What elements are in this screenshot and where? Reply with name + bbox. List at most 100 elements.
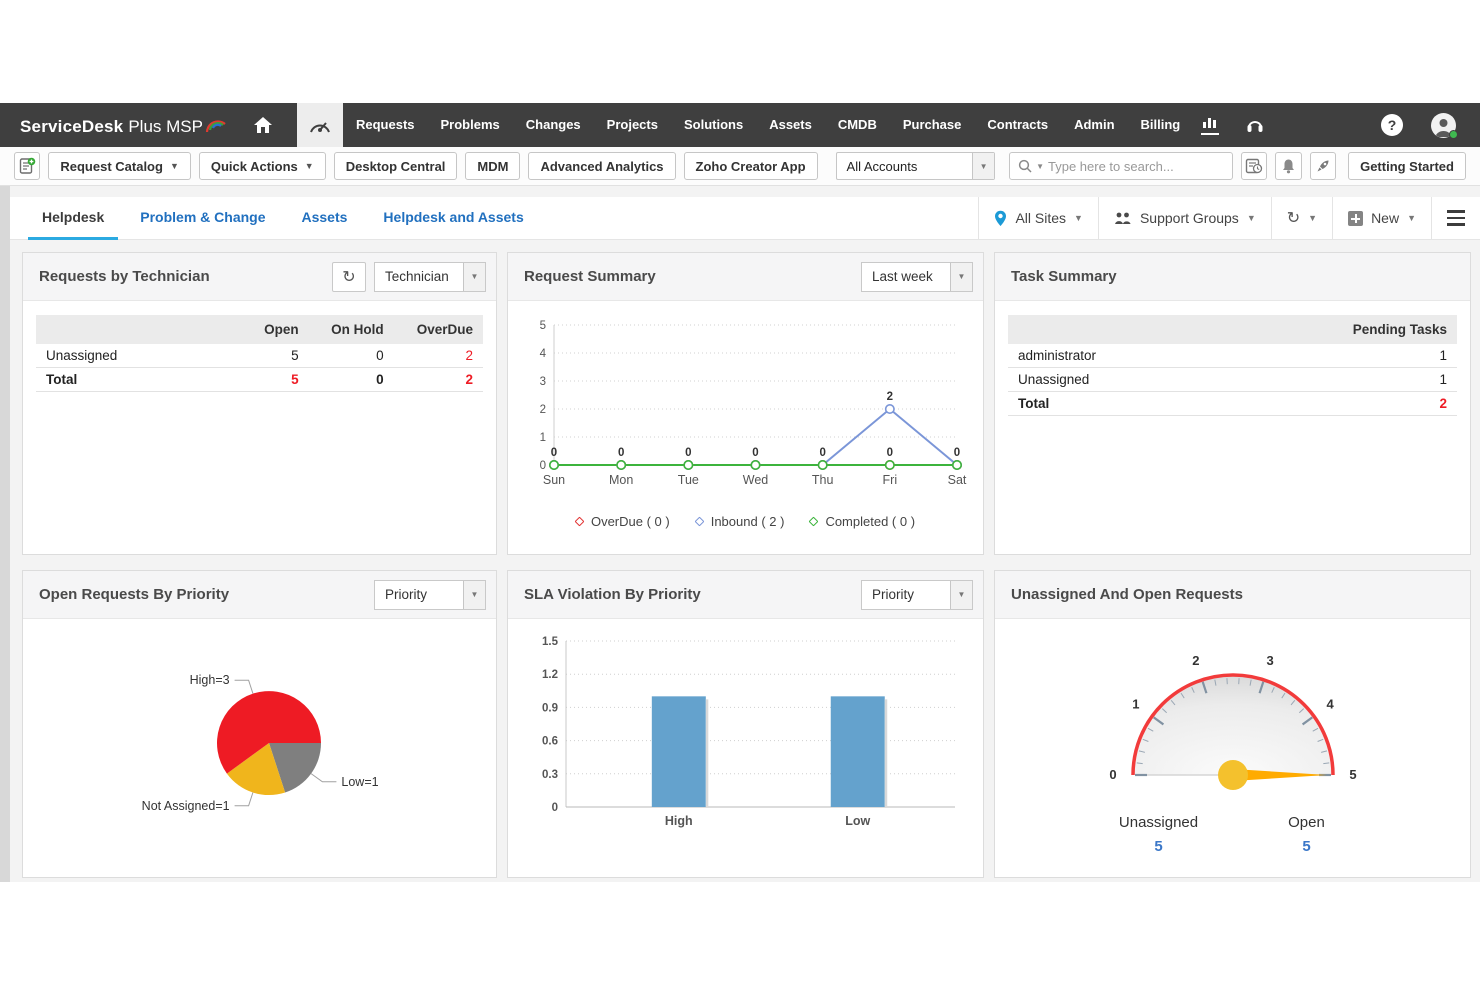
nav-item-problems[interactable]: Problems bbox=[440, 117, 500, 132]
online-status-dot bbox=[1449, 129, 1458, 139]
gauge-tick-label: 5 bbox=[1349, 767, 1356, 782]
dashboard-content: Helpdesk Problem & Change Assets Helpdesk a… bbox=[0, 186, 1480, 882]
gauge-arc bbox=[1131, 673, 1335, 776]
nav-item-assets[interactable]: Assets bbox=[769, 117, 812, 132]
data-point-inbound-2-fri[interactable] bbox=[884, 404, 895, 415]
refresh-icon: ↻ bbox=[1286, 210, 1301, 227]
dashboard-menu-button[interactable] bbox=[1431, 197, 1480, 239]
nav-item-cmdb[interactable]: CMDB bbox=[837, 117, 877, 132]
gauge-minor-tick bbox=[1161, 708, 1168, 714]
nav-item-requests[interactable]: Requests bbox=[355, 117, 415, 132]
gauge-minor-tick bbox=[1170, 699, 1176, 706]
y-tick-label: 0.3 bbox=[542, 769, 558, 781]
nav-item-projects[interactable]: Projects bbox=[606, 117, 658, 132]
nav-item-admin[interactable]: Admin bbox=[1074, 117, 1115, 132]
gauge-minor-tick bbox=[1180, 692, 1185, 699]
search-scope-caret-icon[interactable]: ▼ bbox=[1036, 161, 1044, 171]
pie-slice-high-3[interactable] bbox=[217, 691, 321, 774]
gauge-tick-label: 1 bbox=[1132, 696, 1139, 711]
toolbar-button-desktop-central[interactable]: Desktop Central bbox=[333, 152, 458, 180]
row-value[interactable]: 5 bbox=[223, 367, 309, 392]
gauge-major-tick bbox=[1258, 681, 1265, 694]
nav-item-billing[interactable]: Billing bbox=[1140, 117, 1181, 132]
group-by-select[interactable]: Priority ▼ bbox=[374, 579, 486, 610]
tab-helpdesk[interactable]: Helpdesk bbox=[24, 197, 122, 240]
data-point-completed-0-fri[interactable] bbox=[884, 460, 895, 471]
data-point-completed-0-wed[interactable] bbox=[750, 460, 761, 471]
whats-new-button[interactable] bbox=[1309, 152, 1337, 180]
widget-refresh-button[interactable]: ↻ bbox=[332, 261, 366, 292]
accounts-select[interactable]: All Accounts ▼ bbox=[835, 152, 996, 180]
data-point-completed-0-sat[interactable] bbox=[951, 460, 962, 471]
home-button[interactable] bbox=[241, 103, 285, 147]
nav-item-solutions[interactable]: Solutions bbox=[683, 117, 744, 132]
pie-chart-area: Low=1 Not Assigned=1 High=3 bbox=[23, 619, 496, 864]
new-request-button[interactable] bbox=[14, 152, 41, 180]
panel-header: Requests by Technician ↻ Technician ▼ bbox=[23, 253, 496, 301]
quick-actions-button[interactable]: Quick Actions ▼ bbox=[198, 152, 326, 180]
nav-item-changes[interactable]: Changes bbox=[525, 117, 581, 132]
getting-started-label: Getting Started bbox=[1360, 158, 1454, 174]
bar-chart-icon bbox=[1203, 118, 1216, 128]
app-logo[interactable]: ServiceDesk Plus MSP bbox=[0, 114, 241, 137]
nav-item-contracts[interactable]: Contracts bbox=[987, 117, 1049, 132]
row-value[interactable]: 0 bbox=[308, 344, 394, 368]
gauge-minor-tick bbox=[1147, 727, 1154, 732]
row-value[interactable]: 5 bbox=[223, 344, 309, 368]
user-avatar[interactable] bbox=[1431, 112, 1458, 139]
nav-item-purchase[interactable]: Purchase bbox=[902, 117, 962, 132]
legend-item-completed-0[interactable]: Completed ( 0 ) bbox=[808, 514, 915, 529]
dashboard-tab-active[interactable] bbox=[296, 103, 343, 147]
request-catalog-button[interactable]: Request Catalog ▼ bbox=[48, 152, 191, 180]
pie-slice-not-assigned-1[interactable] bbox=[226, 743, 286, 796]
recent-items-button[interactable] bbox=[1241, 152, 1268, 180]
refresh-dropdown[interactable]: ↻ ▼ bbox=[1270, 197, 1332, 239]
group-by-select[interactable]: Technician ▼ bbox=[374, 261, 486, 292]
x-tick-label: Fri bbox=[883, 473, 898, 487]
pie-slice-low-1[interactable] bbox=[269, 743, 322, 793]
toolbar-button-advanced-analytics[interactable]: Advanced Analytics bbox=[528, 152, 676, 180]
panel-requests-by-technician: Requests by Technician ↻ Technician ▼ Op… bbox=[22, 252, 497, 555]
bar-low[interactable] bbox=[830, 696, 885, 807]
panel-title: Unassigned And Open Requests bbox=[1011, 586, 1243, 603]
support-groups-dropdown[interactable]: Support Groups ▼ bbox=[1097, 197, 1271, 239]
search-input[interactable] bbox=[1048, 158, 1224, 174]
getting-started-button[interactable]: Getting Started bbox=[1348, 152, 1466, 180]
all-sites-dropdown[interactable]: All Sites ▼ bbox=[978, 197, 1098, 239]
group-by-select[interactable]: Priority ▼ bbox=[861, 579, 973, 610]
new-dropdown[interactable]: New ▼ bbox=[1332, 197, 1431, 239]
tab-helpdesk-and-assets[interactable]: Helpdesk and Assets bbox=[383, 209, 524, 225]
reports-button[interactable] bbox=[1201, 115, 1219, 135]
column-header bbox=[36, 315, 224, 344]
toolbar-button-mdm[interactable]: MDM bbox=[465, 152, 521, 180]
tab-assets[interactable]: Assets bbox=[301, 209, 348, 225]
data-point-completed-0-tue[interactable] bbox=[683, 460, 694, 471]
brand-name: ServiceDesk bbox=[20, 116, 124, 136]
notifications-button[interactable] bbox=[1275, 152, 1302, 180]
row-value[interactable]: 2 bbox=[393, 344, 483, 368]
row-value[interactable]: 2 bbox=[1313, 391, 1457, 416]
y-tick-label: 1.5 bbox=[542, 636, 559, 648]
row-value[interactable]: 1 bbox=[1313, 344, 1457, 368]
tab-problem-change[interactable]: Problem & Change bbox=[140, 209, 266, 225]
brand-suffix: Plus MSP bbox=[128, 116, 203, 136]
data-point-completed-0-sun[interactable] bbox=[548, 460, 559, 471]
data-point-completed-0-mon[interactable] bbox=[616, 460, 627, 471]
chart-legend: OverDue ( 0 ) Inbound ( 2 ) Completed ( 0 … bbox=[518, 514, 973, 529]
data-point-completed-0-thu[interactable] bbox=[817, 460, 828, 471]
help-button[interactable]: ? bbox=[1381, 114, 1403, 136]
stat-value[interactable]: 5 bbox=[1302, 838, 1311, 855]
row-value[interactable]: 0 bbox=[308, 367, 394, 392]
support-button[interactable] bbox=[1245, 116, 1265, 135]
row-value[interactable]: 1 bbox=[1313, 367, 1457, 392]
period-select[interactable]: Last week ▼ bbox=[861, 261, 973, 292]
toolbar-button-zoho-creator-app[interactable]: Zoho Creator App bbox=[683, 152, 818, 180]
legend-item-overdue-0[interactable]: OverDue ( 0 ) bbox=[574, 514, 670, 529]
bar-high[interactable] bbox=[651, 696, 706, 807]
bell-icon bbox=[1283, 159, 1295, 174]
chevron-down-icon: ▼ bbox=[1074, 213, 1083, 223]
stat-value[interactable]: 5 bbox=[1154, 838, 1163, 855]
row-value[interactable]: 2 bbox=[393, 367, 483, 392]
legend-item-inbound-2[interactable]: Inbound ( 2 ) bbox=[694, 514, 784, 529]
